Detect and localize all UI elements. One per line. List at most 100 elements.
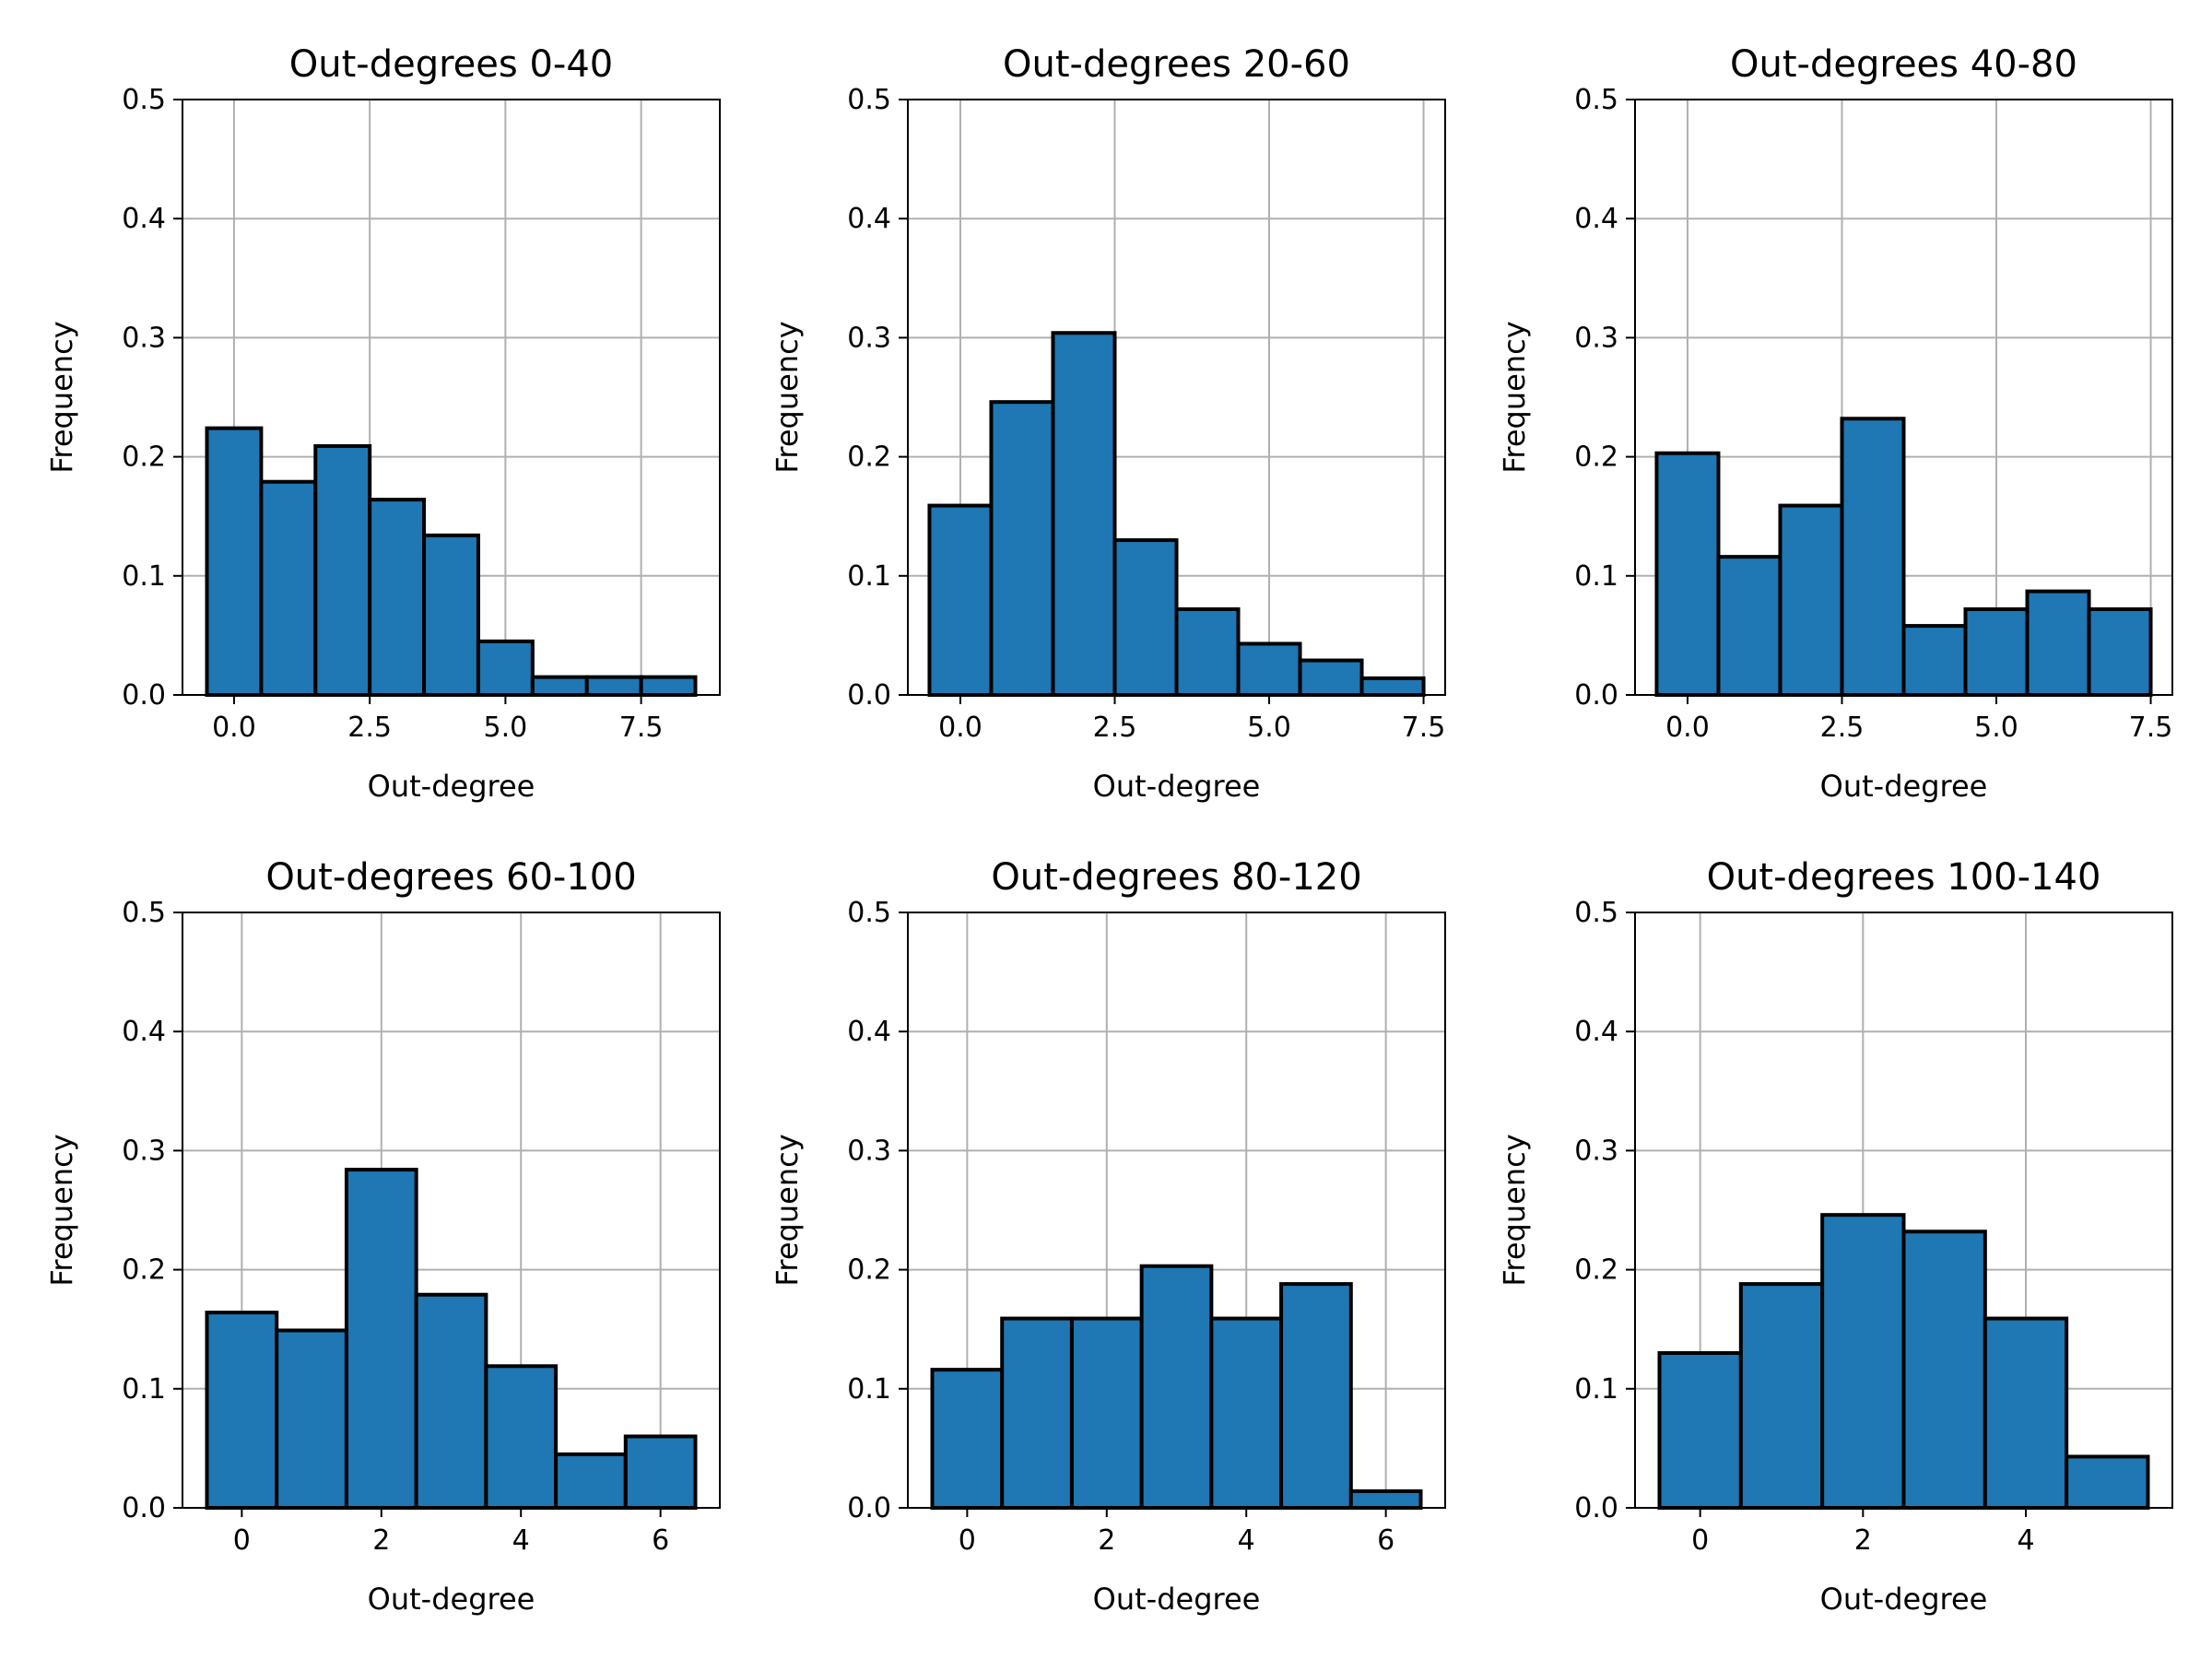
y-tick-label: 0.2 xyxy=(122,1254,166,1287)
y-tick-label: 0.2 xyxy=(1574,1254,1618,1287)
axes-frame xyxy=(1634,99,2173,696)
y-tick-label: 0.5 xyxy=(1574,84,1618,116)
histogram-bar xyxy=(639,675,698,697)
histogram-bar xyxy=(422,533,480,698)
y-axis-label: Frequency xyxy=(770,1134,805,1286)
histogram-bar xyxy=(530,675,589,697)
y-tick-label: 0.4 xyxy=(1574,1016,1618,1048)
y-axis-label: Frequency xyxy=(1497,1134,1532,1286)
axes-frame xyxy=(182,99,721,696)
histogram-bar xyxy=(1963,606,2030,698)
x-tick-label: 2 xyxy=(1098,1524,1115,1557)
x-tick-label: 4 xyxy=(2017,1524,2034,1557)
histogram-bar xyxy=(275,1328,348,1510)
y-tick-label: 0.1 xyxy=(1574,560,1618,593)
histogram-bar xyxy=(1901,624,1968,698)
histogram-bar xyxy=(1820,1213,1906,1510)
y-tick-label: 0.5 xyxy=(847,897,891,929)
histogram-bar xyxy=(205,1311,279,1511)
subplot-title: Out-degrees 80-120 xyxy=(991,856,1361,899)
subplot-3: 0.0 2.5 5.0 7.5 0.0 0.1 0.2 0.3 0.4 0.5 Out-degree… xyxy=(1497,43,2173,804)
y-tick-label: 0.0 xyxy=(847,1492,891,1524)
histogram-bar xyxy=(1348,1488,1423,1510)
histogram-bar xyxy=(1069,1316,1144,1511)
axes-frame xyxy=(1634,912,2173,1509)
y-tick-label: 0.4 xyxy=(1574,203,1618,235)
histogram-bar xyxy=(414,1292,488,1511)
subplot-grid: 0.0 2.5 5.0 7.5 0.0 0.1 0.2 0.3 0.4 0.5 Out-degree… xyxy=(44,43,2173,1617)
x-axis-label: Out-degree xyxy=(368,1582,535,1617)
histogram-bar xyxy=(1174,606,1241,698)
histogram-bar xyxy=(1901,1230,1987,1510)
x-tick-label: 6 xyxy=(1377,1524,1394,1557)
y-tick-label: 0.1 xyxy=(847,1373,891,1406)
histogram-bar xyxy=(259,479,318,697)
x-tick-label: 7.5 xyxy=(1402,712,1446,744)
y-tick-label: 0.3 xyxy=(1574,322,1618,354)
axes-frame xyxy=(182,912,721,1509)
histogram-bar xyxy=(1000,1316,1074,1511)
histogram-bar xyxy=(2065,1454,2150,1510)
subplot-title: Out-degrees 40-80 xyxy=(1730,43,2077,86)
histogram-bar xyxy=(1298,658,1364,697)
y-tick-label: 0.2 xyxy=(847,1254,891,1287)
histogram-bar xyxy=(1236,641,1302,697)
histogram-bar xyxy=(205,426,264,697)
y-tick-label: 0.1 xyxy=(847,560,891,593)
histogram-bar xyxy=(989,400,1055,697)
histogram-bar xyxy=(484,1364,559,1510)
y-axis-label: Frequency xyxy=(44,1134,79,1286)
x-tick-label: 7.5 xyxy=(2129,712,2173,744)
x-axis-label: Out-degree xyxy=(1093,1582,1261,1617)
histogram-bar xyxy=(2087,606,2153,698)
x-tick-label: 0.0 xyxy=(212,712,256,744)
y-tick-label: 0.2 xyxy=(1574,441,1618,474)
histogram-bar xyxy=(1716,555,1783,697)
histogram-bar xyxy=(1051,331,1117,697)
histogram-bar xyxy=(584,675,643,697)
y-tick-label: 0.4 xyxy=(847,1016,891,1048)
histogram-bar xyxy=(476,639,535,697)
histogram-bar xyxy=(930,1368,1005,1511)
x-tick-label: 6 xyxy=(652,1524,669,1557)
histogram-bar xyxy=(1738,1282,1825,1510)
y-tick-label: 0.0 xyxy=(122,1492,166,1524)
histogram-bar xyxy=(1112,538,1179,697)
y-tick-label: 0.4 xyxy=(122,203,166,235)
x-tick-label: 7.5 xyxy=(619,712,664,744)
histogram-bar xyxy=(927,503,994,698)
histogram-bar xyxy=(368,498,427,697)
y-tick-label: 0.1 xyxy=(122,1373,166,1406)
histogram-bar xyxy=(1209,1316,1284,1511)
x-tick-label: 2.5 xyxy=(1093,712,1137,744)
histogram-bar xyxy=(2025,589,2091,698)
subplot-6: 0 2 4 0.0 0.1 0.2 0.3 0.4 0.5 Out-degrees 100-140… xyxy=(1497,856,2173,1617)
y-tick-label: 0.4 xyxy=(847,203,891,235)
x-axis-label: Out-degree xyxy=(368,769,535,804)
x-tick-label: 4 xyxy=(512,1524,530,1557)
x-tick-label: 0 xyxy=(1691,1524,1709,1557)
y-tick-label: 0.3 xyxy=(847,1135,891,1167)
y-tick-label: 0.3 xyxy=(122,1135,166,1167)
axes-frame xyxy=(907,99,1446,696)
subplot-title: Out-degrees 0-40 xyxy=(289,43,613,86)
subplot-2: 0.0 2.5 5.0 7.5 0.0 0.1 0.2 0.3 0.4 0.5 Out-degree… xyxy=(770,43,1446,804)
histogram-bar xyxy=(1359,676,1426,697)
x-tick-label: 2.5 xyxy=(1820,712,1865,744)
x-tick-label: 0 xyxy=(959,1524,976,1557)
subplot-1: 0.0 2.5 5.0 7.5 0.0 0.1 0.2 0.3 0.4 0.5 Out-degree… xyxy=(44,43,721,804)
histogram-bar xyxy=(623,1434,698,1510)
y-tick-label: 0.1 xyxy=(122,560,166,593)
subplot-4: 0 2 4 6 0.0 0.1 0.2 0.3 0.4 0.5 Out-degrees 60-100… xyxy=(44,856,721,1617)
axes-frame xyxy=(907,912,1446,1509)
x-tick-label: 0.0 xyxy=(1665,712,1710,744)
histogram-bar xyxy=(1983,1316,2069,1511)
histogram-bar xyxy=(1778,503,1844,698)
subplot-5: 0 2 4 6 0.0 0.1 0.2 0.3 0.4 0.5 Out-degrees 80-120… xyxy=(770,856,1446,1617)
y-tick-label: 0.5 xyxy=(122,84,166,116)
y-tick-label: 0.5 xyxy=(847,84,891,116)
x-tick-label: 5.0 xyxy=(1974,712,2018,744)
y-axis-label: Frequency xyxy=(44,321,79,473)
x-tick-label: 2.5 xyxy=(347,712,392,744)
